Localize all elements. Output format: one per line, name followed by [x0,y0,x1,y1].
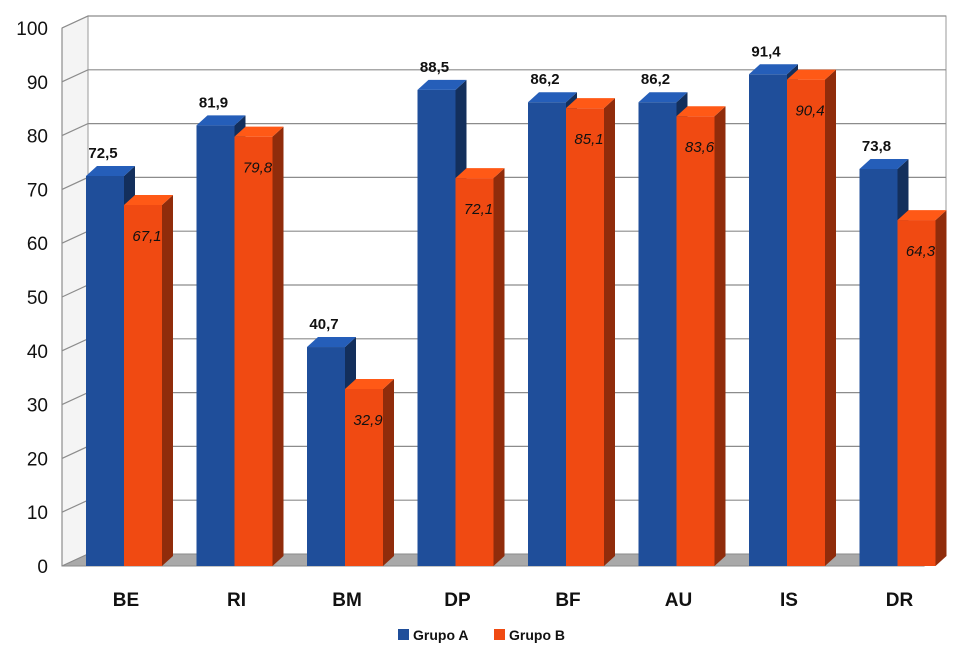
bar-top [749,64,798,75]
bar-top [787,69,836,80]
bar-side [383,378,394,566]
bar-top [307,337,356,348]
value-label: 91,4 [751,43,781,60]
y-tick-label: 70 [27,180,48,201]
bar [897,210,947,567]
value-label: 67,1 [132,228,161,245]
y-tick-label: 30 [27,396,48,417]
axis-layer: 0 10 20 30 40 50 60 70 80 90 100 BE RI BM DP BF AU IS DR [16,19,913,611]
value-label: 83,6 [685,139,715,156]
value-label: 40,7 [309,316,338,333]
value-label: 88,5 [420,59,449,76]
bar [124,195,173,566]
bar-front [749,74,787,566]
bar-top [528,92,577,103]
x-tick-label: BF [555,590,580,611]
bar-side [714,106,726,567]
bar-side [825,69,836,566]
x-tick-label: IS [780,590,798,611]
legend-label: Grupo A [413,627,468,643]
bar-top [86,165,135,176]
bar-front [455,178,494,567]
value-labels-layer: 72,5 67,1 81,9 79,8 40,7 32,9 88,5 72,1 86,2 85,1… [88,43,935,429]
bar-front [345,388,383,566]
bar-side [162,195,173,566]
bar [566,98,615,567]
bar-top [897,210,947,221]
bar-front [897,220,936,567]
bar-front [124,205,162,566]
bars-layer [86,64,947,567]
bar-front [566,108,604,567]
bar-front [307,347,345,566]
bar [676,106,726,567]
x-tick-label: RI [227,590,246,611]
value-label: 64,3 [906,243,936,260]
x-tick-label: DP [444,590,471,611]
x-tick-label: DR [886,590,914,611]
value-label: 86,2 [530,71,559,88]
bar-top [859,158,909,169]
bar-side [272,126,284,567]
value-label: 90,4 [795,103,824,120]
bar [345,378,394,566]
x-tick-label: AU [665,590,692,611]
legend-swatch [398,629,409,640]
y-tick-label: 80 [27,127,48,148]
bar-side [493,168,505,567]
y-tick-label: 10 [27,503,48,524]
legend: Grupo A Grupo B [398,627,565,643]
bar-top [455,168,505,179]
y-tick-label: 50 [27,288,48,309]
legend-label: Grupo B [509,627,565,643]
bar-top [234,126,284,137]
bar-front [676,116,715,567]
legend-item: Grupo A [398,627,468,643]
bar-front [859,168,898,566]
gridline [61,15,946,29]
bar-side [935,210,947,567]
bar-front [86,175,124,566]
bar-front [528,102,566,566]
bar-top [566,98,615,109]
value-label: 79,8 [243,160,273,177]
value-label: 81,9 [199,94,228,111]
value-label: 85,1 [574,131,603,148]
value-label: 86,2 [641,71,670,88]
bar-front [234,136,273,566]
bar-side [604,98,615,567]
bar-top [124,195,173,206]
x-tick-label: BM [332,590,362,611]
y-tick-label: 0 [37,557,48,578]
y-tick-label: 60 [27,234,48,255]
legend-swatch [494,629,505,640]
bar-front [638,102,677,566]
bar [234,126,284,567]
bar-front [417,89,456,567]
y-tick-label: 20 [27,449,48,470]
value-label: 73,8 [862,138,891,155]
bar-top [196,115,246,126]
bar-top [638,92,688,103]
value-label: 72,5 [88,145,117,162]
y-tick-label: 100 [16,19,48,40]
bar-top [345,378,394,389]
bar [455,168,505,567]
bar-front [787,79,825,566]
y-tick-label: 40 [27,342,48,363]
bar-front [196,125,235,567]
gridline [61,69,946,83]
bar-top [676,106,726,117]
value-label: 32,9 [353,412,383,429]
bar-top [417,79,467,90]
x-tick-label: BE [113,590,139,611]
y-tick-label: 90 [27,73,48,94]
bar [787,69,836,566]
value-label: 72,1 [464,201,493,218]
legend-item: Grupo B [494,627,565,643]
